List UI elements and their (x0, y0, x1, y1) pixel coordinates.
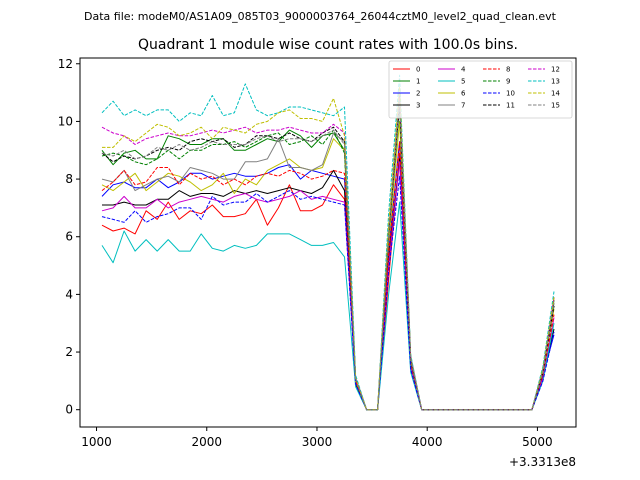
legend-label-0: 0 (416, 66, 420, 74)
x-axis: 1000 2000 3000 4000 5000 (81, 427, 553, 449)
legend-label-14: 14 (551, 90, 560, 98)
y-tick-label: 12 (58, 57, 73, 71)
legend-label-11: 11 (506, 102, 515, 110)
y-axis: 0 2 4 6 8 10 12 (58, 57, 80, 417)
x-tick-label: 5000 (522, 435, 553, 449)
legend-box (388, 60, 573, 119)
legend-label-1: 1 (416, 78, 420, 86)
figure-suptitle: Data file: modeM0/AS1A09_085T03_90000037… (84, 10, 557, 23)
legend-label-15: 15 (551, 102, 560, 110)
legend-label-6: 6 (461, 90, 466, 98)
series-line-15 (101, 100, 555, 411)
y-tick-label: 8 (65, 172, 73, 186)
legend-label-13: 13 (551, 78, 560, 86)
y-tick-label: 10 (58, 114, 73, 128)
legend-label-12: 12 (551, 66, 560, 74)
y-tick-label: 6 (65, 230, 73, 244)
x-tick-label: 4000 (412, 435, 443, 449)
series-group (101, 74, 555, 411)
chart-title: Quadrant 1 module wise count rates with … (138, 37, 518, 53)
x-tick-label: 2000 (191, 435, 222, 449)
x-tick-label: 3000 (302, 435, 333, 449)
legend-label-2: 2 (416, 90, 420, 98)
series-line-14 (102, 86, 555, 411)
axes-frame (79, 57, 577, 428)
y-tick-label: 2 (65, 345, 73, 359)
y-tick-label: 0 (65, 403, 73, 417)
legend-label-7: 7 (461, 102, 465, 110)
plot-area (79, 57, 577, 428)
legend-label-4: 4 (461, 66, 466, 74)
legend-label-9: 9 (506, 78, 510, 86)
legend-label-5: 5 (461, 78, 465, 86)
series-line-12 (101, 92, 555, 411)
x-tick-label: 1000 (81, 435, 112, 449)
series-line-11 (101, 103, 555, 411)
legend-label-10: 10 (506, 90, 515, 98)
x-offset-label: +3.3313e8 (509, 455, 576, 469)
legend-label-3: 3 (416, 102, 420, 110)
series-line-13 (101, 74, 555, 411)
y-tick-label: 4 (65, 287, 73, 301)
legend-label-8: 8 (506, 66, 510, 74)
